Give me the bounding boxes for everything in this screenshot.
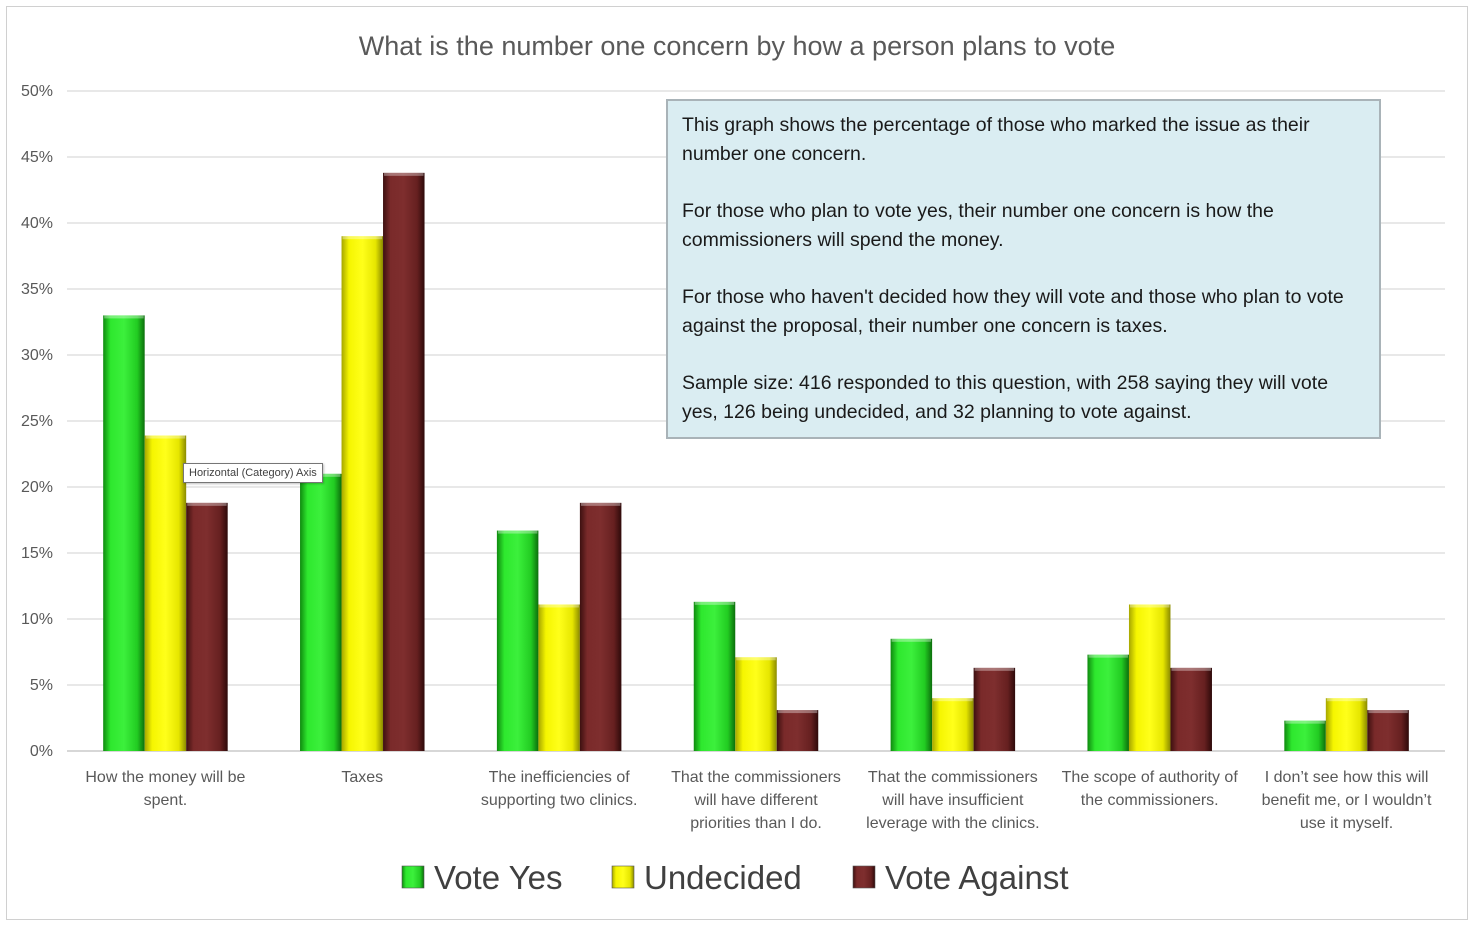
legend-swatch xyxy=(611,865,635,889)
bar-highlight xyxy=(933,698,973,702)
x-category-label: How the money will be xyxy=(85,769,245,786)
annotation-paragraph: Sample size: 416 responded to this quest… xyxy=(682,372,1329,423)
y-tick-label: 15% xyxy=(21,545,53,562)
x-category-label: Taxes xyxy=(341,769,383,786)
bar-highlight xyxy=(694,601,735,605)
bar-highlight xyxy=(1368,710,1408,714)
bar-highlight xyxy=(1285,720,1325,724)
x-category-label: The inefficiencies of xyxy=(489,769,631,786)
bar xyxy=(538,604,580,751)
bar xyxy=(144,435,187,751)
x-category-label: spent. xyxy=(144,792,188,809)
x-category-label: supporting two clinics. xyxy=(481,792,638,809)
y-tick-label: 30% xyxy=(21,347,53,364)
annotation-paragraph: For those who haven't decided how they w… xyxy=(682,286,1344,337)
bar-highlight xyxy=(1171,667,1211,671)
x-category-label: will have insufficient xyxy=(881,792,1024,809)
bar xyxy=(1128,604,1171,751)
bar xyxy=(1170,667,1212,751)
bar xyxy=(776,710,819,751)
bar xyxy=(1284,720,1326,751)
legend-label: Vote Against xyxy=(885,859,1068,896)
bar-highlight xyxy=(1129,604,1170,608)
x-category-label: will have different xyxy=(693,792,818,809)
x-category-label: I don’t see how this will xyxy=(1265,769,1429,786)
bar-series xyxy=(103,172,1409,752)
bar xyxy=(496,530,539,751)
bar xyxy=(932,698,974,751)
bar-highlight xyxy=(580,502,621,506)
x-axis-categories: How the money will be spent. Taxes The inef… xyxy=(85,769,1432,832)
bar xyxy=(890,638,933,751)
bar-highlight xyxy=(342,236,383,240)
legend: Vote Yes Undecided Vote Against xyxy=(401,859,1068,896)
bar-highlight xyxy=(145,435,186,439)
y-tick-label: 50% xyxy=(21,83,53,100)
bar xyxy=(186,502,228,751)
bar xyxy=(1325,698,1368,751)
y-axis-ticks: 0% 5% 10% 15% 20% 25% 30% 35% 40% 45% 50% xyxy=(21,83,53,760)
x-category-label: benefit me, or I wouldn’t xyxy=(1262,792,1432,809)
bar xyxy=(103,315,145,751)
x-category-label: priorities than I do. xyxy=(690,815,822,832)
y-tick-label: 35% xyxy=(21,281,53,298)
bar xyxy=(1087,654,1129,751)
bar xyxy=(735,657,777,751)
bar-highlight xyxy=(384,172,424,176)
x-category-label: leverage with the clinics. xyxy=(866,815,1039,832)
bar-highlight xyxy=(187,502,227,506)
annotation-paragraph: For those who plan to vote yes, their nu… xyxy=(682,200,1274,251)
legend-label: Vote Yes xyxy=(434,859,562,896)
bar xyxy=(973,667,1016,751)
bar xyxy=(1367,710,1409,751)
y-tick-label: 45% xyxy=(21,149,53,166)
bar-highlight xyxy=(539,604,579,608)
chart-title: What is the number one concern by how a … xyxy=(359,31,1115,61)
bar-highlight xyxy=(1088,654,1128,658)
bar-highlight xyxy=(777,710,818,714)
legend-swatch xyxy=(401,865,425,889)
y-tick-label: 25% xyxy=(21,413,53,430)
bar xyxy=(579,502,622,751)
annotation-box: This graph shows the percentage of those… xyxy=(666,99,1381,439)
bar xyxy=(300,473,342,751)
x-category-label: the commissioners. xyxy=(1081,792,1219,809)
bar-highlight xyxy=(497,530,538,534)
y-tick-label: 10% xyxy=(21,611,53,628)
axis-tooltip: Horizontal (Category) Axis xyxy=(183,463,323,483)
annotation-paragraph: This graph shows the percentage of those… xyxy=(682,114,1310,165)
bar-highlight xyxy=(974,667,1015,671)
y-tick-label: 20% xyxy=(21,479,53,496)
y-tick-label: 0% xyxy=(30,743,53,760)
x-category-label: That the commissioners xyxy=(868,769,1038,786)
bar-highlight xyxy=(1326,698,1367,702)
bar-highlight xyxy=(104,315,144,319)
bar xyxy=(383,172,425,752)
bar xyxy=(341,236,384,751)
bar-highlight xyxy=(891,638,932,642)
legend-swatch xyxy=(852,865,876,889)
legend-label: Undecided xyxy=(644,859,802,896)
y-tick-label: 40% xyxy=(21,215,53,232)
x-category-label: The scope of authority of xyxy=(1062,769,1239,786)
bar xyxy=(693,601,736,751)
bar-highlight xyxy=(736,657,776,661)
y-tick-label: 5% xyxy=(30,677,53,694)
x-category-label: That the commissioners xyxy=(671,769,841,786)
x-category-label: use it myself. xyxy=(1300,815,1393,832)
